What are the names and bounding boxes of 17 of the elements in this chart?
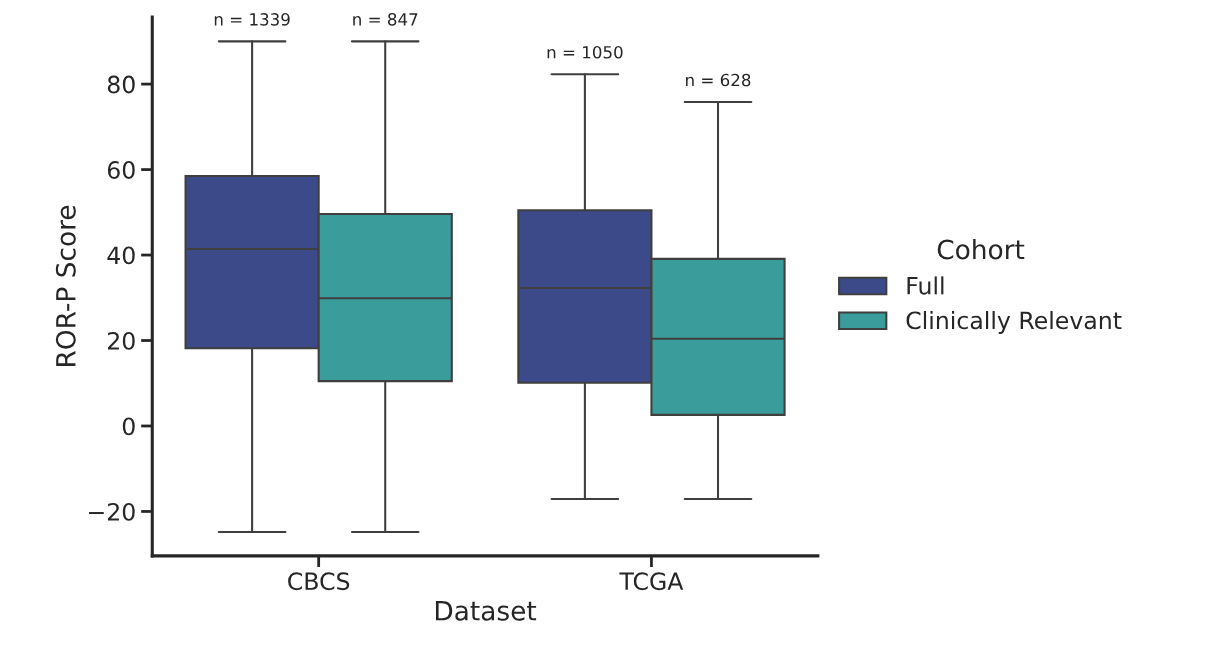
x-axis-title: Dataset bbox=[435, 601, 537, 621]
y-tick-label: 0 bbox=[122, 417, 135, 436]
annotation: n = 847 bbox=[353, 13, 418, 26]
legend-title: Cohort bbox=[937, 239, 1025, 260]
y-tick-label: −20 bbox=[88, 502, 135, 521]
x-tick-label: CBCS bbox=[288, 572, 350, 591]
y-tick-label: 80 bbox=[107, 75, 135, 94]
y-tick-label: 40 bbox=[107, 246, 135, 265]
annotation: n = 1339 bbox=[214, 13, 290, 26]
y-tick-label: 20 bbox=[107, 331, 135, 350]
y-axis-title: ROR-P Score bbox=[55, 205, 76, 366]
legend-label: Full bbox=[907, 276, 944, 295]
y-tick-label: 60 bbox=[107, 161, 135, 179]
legend-label: Clinically Relevant bbox=[906, 311, 1122, 334]
annotation: n = 628 bbox=[686, 73, 751, 87]
annotation: n = 1050 bbox=[547, 45, 623, 59]
x-tick-label: TCGA bbox=[619, 572, 684, 591]
